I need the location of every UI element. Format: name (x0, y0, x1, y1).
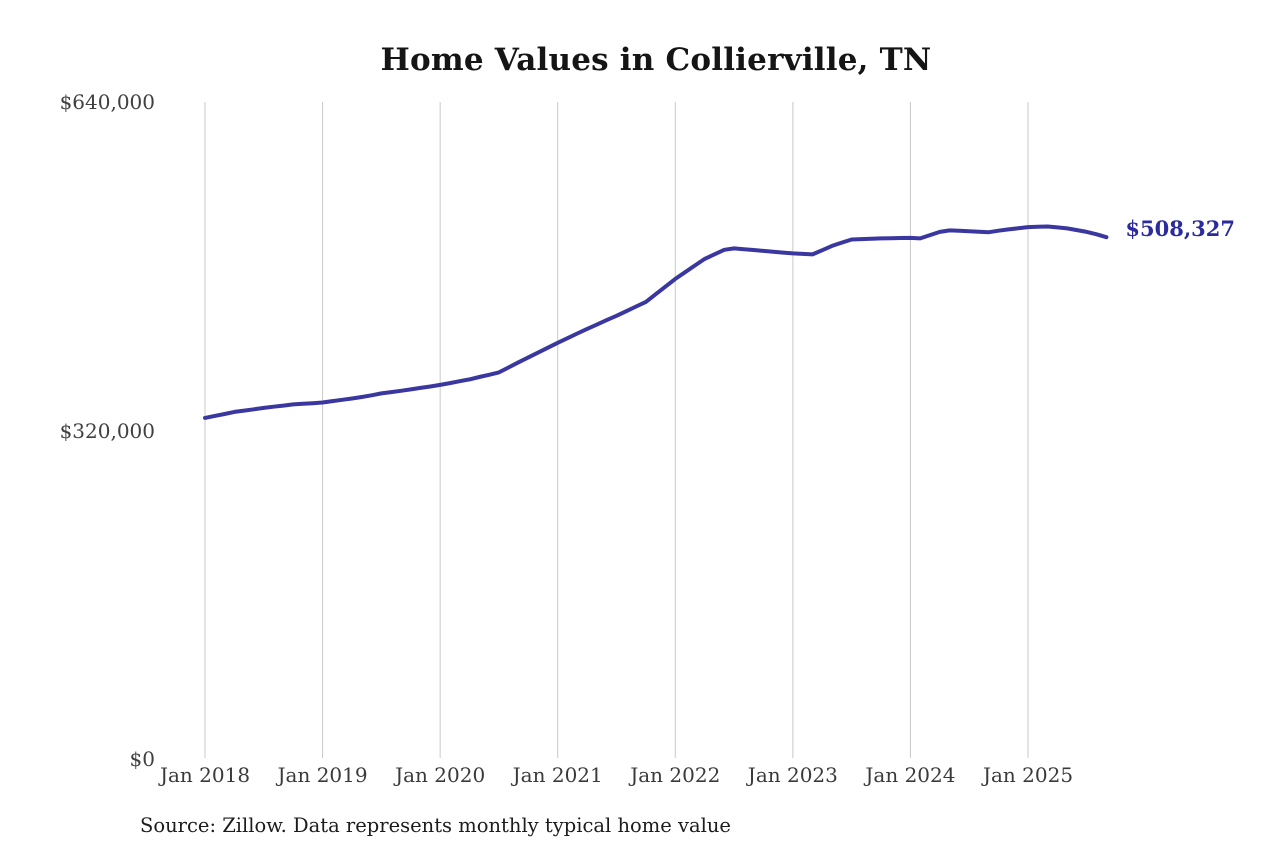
x-tick-label: Jan 2018 (159, 763, 251, 787)
y-tick-label: $0 (129, 747, 155, 771)
home-value-line-series (203, 224, 1109, 420)
vertical-gridlines (204, 102, 1029, 758)
source-note: Source: Zillow. Data represents monthly … (140, 814, 731, 837)
x-tick-label: Jan 2025 (982, 763, 1074, 787)
x-tick-label: Jan 2023 (747, 763, 838, 787)
x-tick-label: Jan 2021 (512, 763, 603, 787)
x-tick-label: Jan 2019 (277, 763, 368, 787)
y-tick-label: $640,000 (59, 90, 155, 114)
x-tick-label: Jan 2024 (865, 763, 956, 787)
y-tick-label: $320,000 (59, 418, 155, 443)
latest-value-label: $508,327 (1125, 216, 1235, 242)
x-tick-label: Jan 2020 (395, 763, 486, 787)
chart-title: Home Values in Collierville, TN (380, 42, 932, 78)
x-tick-label: Jan 2022 (630, 763, 721, 787)
